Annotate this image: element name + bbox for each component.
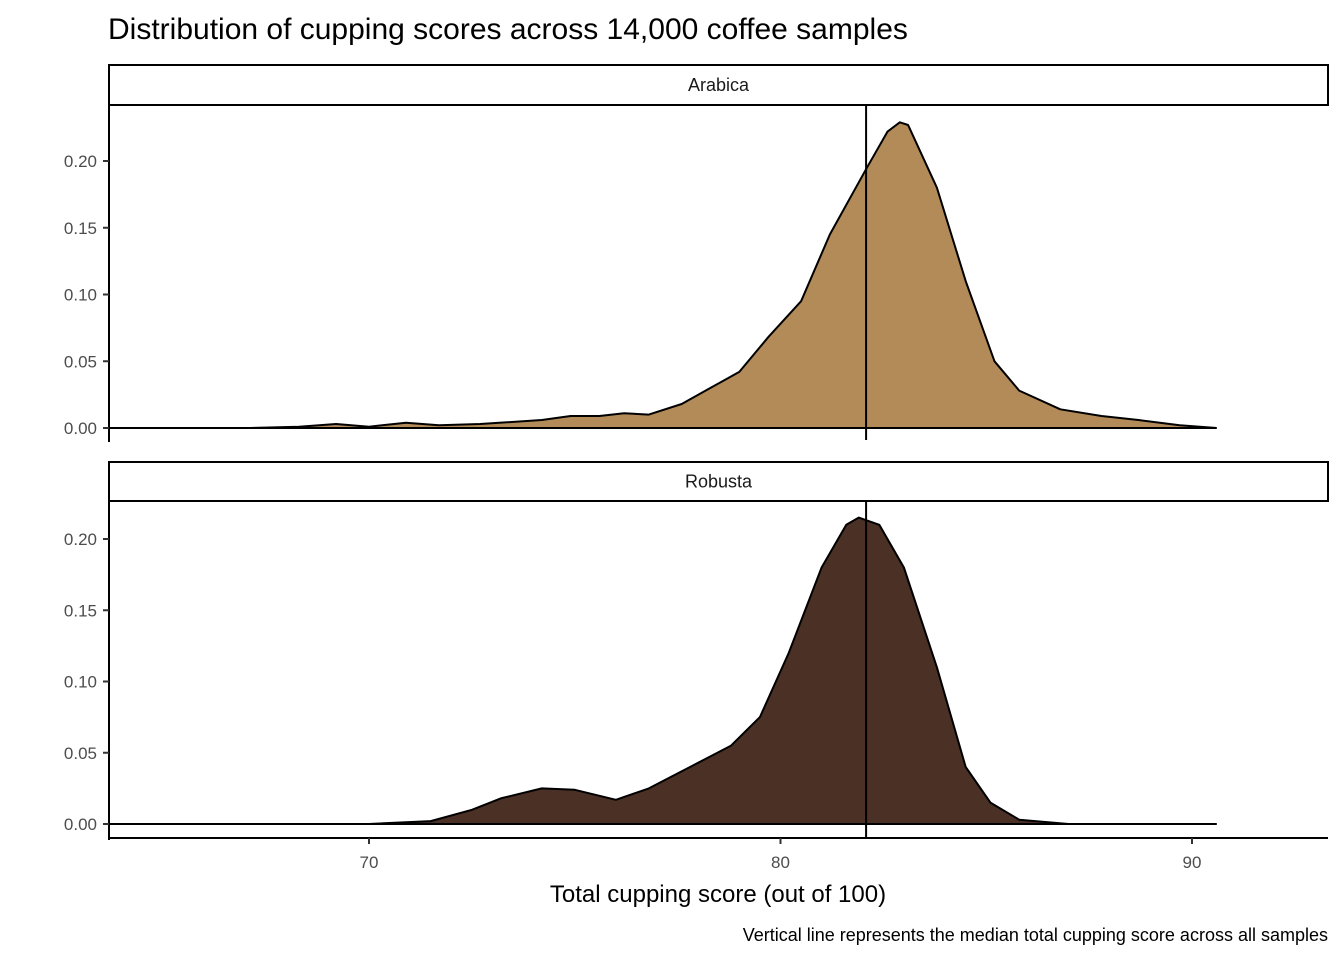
y-tick-label: 0.20 [64,530,97,549]
x-tick-label: 80 [771,853,790,872]
panel-robusta: Robusta 0.00 0.05 0.10 0.15 0.20 70 80 90 [64,461,1329,872]
y-tick-label: 0.00 [64,815,97,834]
chart-caption: Vertical line represents the median tota… [743,925,1328,945]
x-tick-label: 70 [360,853,379,872]
y-tick-label: 0.15 [64,601,97,620]
chart-title: Distribution of cupping scores across 14… [108,13,908,46]
x-axis-label: Total cupping score (out of 100) [550,881,886,908]
facet-strip [108,461,1329,502]
facet-strip-label: Robusta [685,472,753,492]
y-tick-label: 0.05 [64,744,97,763]
density-line [109,516,1217,825]
density-area [109,517,1217,824]
y-tick-label: 0.10 [64,286,97,305]
facet-strip-label: Arabica [688,75,750,95]
y-tick-label: 0.05 [64,352,97,371]
facet-strip [108,64,1329,106]
y-tick-label: 0.20 [64,152,97,171]
y-tick-label: 0.15 [64,219,97,238]
y-tick-label: 0.10 [64,673,97,692]
density-area [109,122,1217,429]
x-tick-label: 90 [1183,853,1202,872]
density-line [109,121,1217,429]
panel-arabica: Arabica 0.00 0.05 0.10 0.15 0.20 [64,64,1329,442]
y-tick-label: 0.00 [64,419,97,438]
